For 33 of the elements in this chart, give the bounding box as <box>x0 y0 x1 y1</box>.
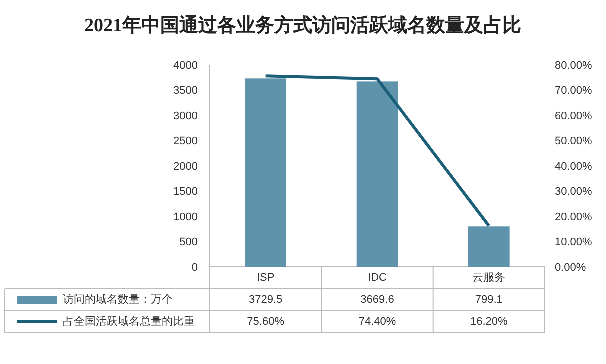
y-tick-label: 1000 <box>174 211 198 224</box>
y-tick-label: 0 <box>192 262 198 274</box>
y2-tick-label: 30.00% <box>555 186 593 198</box>
legend-label: 占全国活跃域名总量的比重 <box>63 314 195 328</box>
y-tick-label: 500 <box>180 236 198 249</box>
data-label: 3729.5 <box>249 294 283 306</box>
y2-tick-label: 80.00% <box>555 60 593 72</box>
x-tick-label: 云服务 <box>472 272 506 284</box>
y2-tick-label: 20.00% <box>555 211 593 224</box>
x-tick-label: IDC <box>368 272 388 284</box>
y2-tick-label: 40.00% <box>555 160 593 173</box>
y2-tick-label: 50.00% <box>555 136 593 148</box>
data-label: 16.20% <box>470 316 508 328</box>
y-tick-label: 1500 <box>174 186 198 198</box>
x-tick-label: ISP <box>256 272 275 284</box>
chart-title: 2021年中国通过各业务方式访问活跃域名数量及占比 <box>84 14 522 36</box>
data-label: 75.60% <box>247 316 285 328</box>
data-label: 799.1 <box>475 294 503 306</box>
y2-tick-label: 70.00% <box>555 85 593 98</box>
data-label: 74.40% <box>358 316 396 328</box>
y-tick-label: 3500 <box>174 85 198 98</box>
bar <box>356 82 398 267</box>
bar <box>245 78 286 267</box>
y-tick-label: 2000 <box>174 160 198 173</box>
y-tick-label: 4000 <box>174 60 198 72</box>
bar <box>468 226 510 267</box>
y2-tick-label: 10.00% <box>555 236 593 249</box>
legend-label: 访问的域名数量：万个 <box>63 292 173 306</box>
y-tick-label: 2500 <box>174 136 198 148</box>
y-tick-label: 3000 <box>174 110 198 122</box>
y2-tick-label: 60.00% <box>555 110 593 122</box>
data-label: 3669.6 <box>360 294 394 306</box>
y2-tick-label: 0.00% <box>555 262 586 274</box>
